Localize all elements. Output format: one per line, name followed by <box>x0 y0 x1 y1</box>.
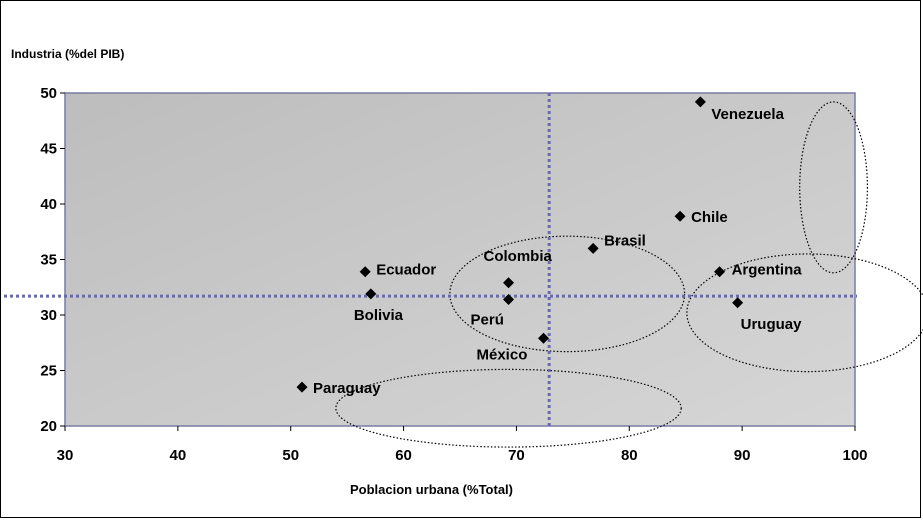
y-tick-label: 30 <box>40 307 57 324</box>
data-point-marker <box>674 210 686 222</box>
annotation-ellipse-center <box>449 235 686 353</box>
x-tick-label: 30 <box>57 447 74 464</box>
data-point-marker <box>359 266 371 278</box>
y-tick-label: 50 <box>40 85 57 102</box>
y-tick-label: 35 <box>40 252 57 269</box>
y-tick-label: 25 <box>40 363 57 380</box>
x-tick-label: 80 <box>621 447 638 464</box>
data-point-label: Perú <box>471 311 504 328</box>
x-axis-label: Poblacion urbana (%Total) <box>350 482 513 497</box>
data-point-label: Uruguay <box>741 316 803 333</box>
data-point-label: Chile <box>691 209 728 226</box>
annotation-ellipse-bottom <box>335 368 682 448</box>
data-point-label: Bolivia <box>354 307 404 324</box>
y-axis-label: Industria (%del PIB) <box>11 47 125 61</box>
data-point-marker <box>365 288 377 300</box>
data-point-label: Paraguay <box>313 380 381 397</box>
data-point-label: Venezuela <box>711 106 784 123</box>
plot-area <box>64 92 856 427</box>
data-point-marker <box>694 96 706 108</box>
annotation-ellipse-top-right <box>799 101 869 274</box>
data-point-marker <box>296 381 308 393</box>
data-point-marker <box>503 277 515 289</box>
data-point-label: Brasil <box>604 232 646 249</box>
data-point-label: Argentina <box>732 262 803 279</box>
y-tick-label: 45 <box>40 141 57 158</box>
x-tick-label: 90 <box>734 447 751 464</box>
data-point-marker <box>732 297 744 309</box>
data-point-marker <box>714 266 726 278</box>
x-tick-label: 60 <box>395 447 412 464</box>
data-point-label: México <box>477 346 528 363</box>
x-tick-label: 100 <box>842 447 867 464</box>
x-tick-label: 40 <box>170 447 187 464</box>
y-tick-label: 20 <box>40 418 57 435</box>
data-point-label: Colombia <box>484 248 553 265</box>
x-tick-label: 50 <box>282 447 299 464</box>
y-tick-label: 40 <box>40 196 57 213</box>
data-point-label: Ecuador <box>376 262 436 279</box>
x-tick-label: 70 <box>508 447 525 464</box>
data-point-marker <box>587 242 599 254</box>
data-point-marker <box>538 332 550 344</box>
data-point-marker <box>503 293 515 305</box>
